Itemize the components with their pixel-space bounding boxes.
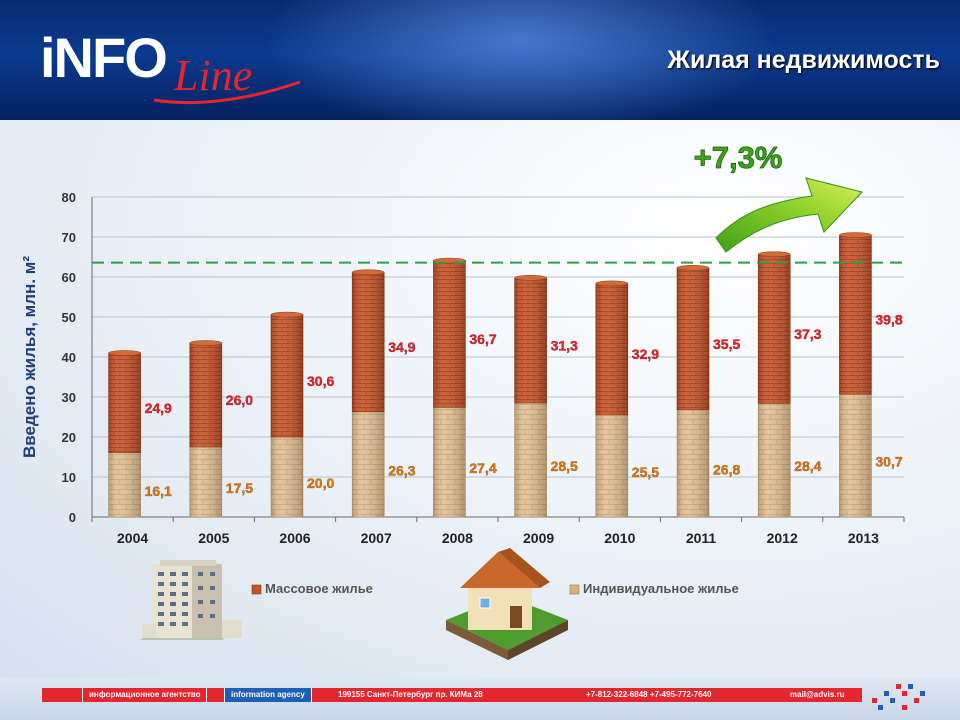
- data-label-individual: 20,0: [307, 475, 334, 491]
- data-label-mass: 32,9: [632, 346, 659, 362]
- bar-chart: 0 10 20 30 40 50 60 70 80 16,1 24,9 17,5 26,0 20,0 30…: [20, 140, 905, 660]
- data-label-individual: 17,5: [226, 480, 253, 496]
- page-title: Жилая недвижимость: [667, 46, 940, 74]
- bar-individual-shade: [758, 403, 791, 517]
- footer-dots-icon: [872, 684, 932, 710]
- y-tick-label: 60: [62, 270, 76, 285]
- y-tick-label: 20: [62, 430, 76, 445]
- y-tick-label: 80: [62, 190, 76, 205]
- header-glow: [260, 0, 780, 120]
- bar-mass-shade: [677, 267, 709, 410]
- data-label-mass: 34,9: [388, 339, 415, 355]
- y-tick-label: 30: [62, 390, 76, 405]
- bar-individual-shade: [108, 452, 141, 517]
- bar-individual-shade: [595, 415, 628, 517]
- x-tick-label: 2010: [604, 530, 635, 546]
- data-label-mass: 24,9: [145, 400, 172, 416]
- data-label-individual: 16,1: [145, 483, 172, 499]
- y-tick-label: 10: [62, 470, 76, 485]
- data-label-mass: 31,3: [551, 337, 578, 353]
- data-labels: 16,1 24,9 17,5 26,0 20,0 30,6 26,3 34,9 27,4 36,7…: [144, 311, 903, 499]
- bar-mass-top: [757, 251, 791, 257]
- x-tick-label: 2011: [686, 530, 717, 546]
- bar-individual-shade: [839, 394, 872, 517]
- bar-individual-shade: [352, 411, 385, 517]
- data-label-mass: 36,7: [469, 331, 496, 347]
- legend-swatch-mass: [251, 584, 262, 595]
- x-tick-label: 2009: [523, 530, 554, 546]
- data-label-individual: 30,7: [875, 454, 902, 470]
- x-tick-label: 2005: [198, 530, 229, 546]
- bar-individual-shade: [514, 403, 547, 517]
- data-label-individual: 26,3: [388, 462, 415, 478]
- bar-mass-shade: [758, 254, 791, 404]
- footer-phones: +7-812-322-6848 +7-495-772-7640: [586, 690, 712, 699]
- footer: информационное агентство information age…: [0, 678, 960, 720]
- bar-mass-shade: [514, 277, 547, 403]
- x-tick-label: 2008: [442, 530, 473, 546]
- header-banner: iNFO Line Жилая недвижимость: [0, 0, 960, 120]
- y-axis-label: Введено жилья, млн. м²: [20, 256, 39, 458]
- house-icon: [446, 548, 568, 660]
- infoline-logo: iNFO Line: [40, 26, 301, 105]
- legend: Массовое жилье Индивидуальное жилье: [251, 581, 739, 596]
- x-tick-label: 2006: [279, 530, 310, 546]
- bar-mass-shade: [108, 353, 141, 453]
- legend-label-mass: Массовое жилье: [265, 581, 373, 596]
- footer-agency-ru: информационное агентство: [82, 688, 208, 702]
- footer-email[interactable]: mail@advis.ru: [790, 690, 845, 699]
- bar-mass-top: [676, 265, 710, 271]
- data-label-mass: 26,0: [226, 392, 253, 408]
- x-tick-label: 2012: [767, 530, 798, 546]
- data-label-mass: 39,8: [875, 312, 902, 328]
- bar-mass-shade: [271, 314, 303, 437]
- data-label-mass: 35,5: [713, 336, 740, 352]
- bar-mass-top: [514, 275, 547, 281]
- data-label-individual: 28,5: [551, 458, 578, 474]
- data-label-mass: 30,6: [307, 373, 334, 389]
- bar-mass-top: [189, 340, 223, 346]
- logo-info-text: iNFO: [40, 26, 168, 89]
- data-label-mass: 37,3: [794, 326, 821, 342]
- legend-label-individual: Индивидуальное жилье: [583, 581, 739, 596]
- bar-mass-shade: [352, 272, 385, 412]
- y-tick-label: 70: [62, 230, 76, 245]
- growth-arrow-icon: [715, 177, 863, 253]
- bar-individual-shade: [271, 437, 303, 517]
- apartment-building-icon: [140, 560, 242, 640]
- legend-swatch-individual: [569, 584, 580, 595]
- data-label-individual: 28,4: [794, 458, 821, 474]
- bar-individual-shade: [433, 407, 466, 517]
- logo-line-text: Line: [174, 51, 253, 100]
- bar-mass-shade: [595, 283, 628, 415]
- data-label-individual: 26,8: [713, 461, 740, 477]
- bars: [108, 232, 872, 518]
- data-label-individual: 27,4: [469, 460, 496, 476]
- data-label-individual: 25,5: [632, 464, 659, 480]
- x-tick-label: 2007: [361, 530, 392, 546]
- footer-agency-en: information agency: [224, 688, 312, 702]
- bar-mass-shade: [433, 260, 466, 408]
- x-tick-label: 2013: [848, 530, 879, 546]
- bar-mass-top: [351, 269, 385, 275]
- footer-contact-bar: информационное агентство information age…: [42, 688, 862, 702]
- y-tick-label: 50: [62, 310, 76, 325]
- bar-mass-top: [595, 280, 629, 287]
- x-axis-ticks: 2004 2005 2006 2007 2008 2009 2010 2011 2012 2013: [117, 530, 879, 546]
- bar-mass-shade: [839, 235, 872, 395]
- y-tick-label: 0: [69, 510, 76, 525]
- x-tick-label: 2004: [117, 530, 148, 546]
- bar-mass-top: [839, 232, 872, 238]
- logo-swoosh-icon: [153, 80, 301, 105]
- bar-mass-top: [108, 350, 141, 356]
- y-tick-label: 40: [62, 350, 76, 365]
- bar-individual-shade: [677, 409, 709, 517]
- bar-individual-shade: [189, 447, 222, 517]
- growth-annotation: +7,3%: [694, 140, 783, 175]
- footer-address: 199155 Санкт-Петербург пр. КИМа 28: [338, 690, 483, 699]
- bar-mass-top: [270, 311, 304, 318]
- bar-mass-shade: [189, 343, 222, 447]
- y-axis-ticks: 0 10 20 30 40 50 60 70 80: [62, 190, 76, 525]
